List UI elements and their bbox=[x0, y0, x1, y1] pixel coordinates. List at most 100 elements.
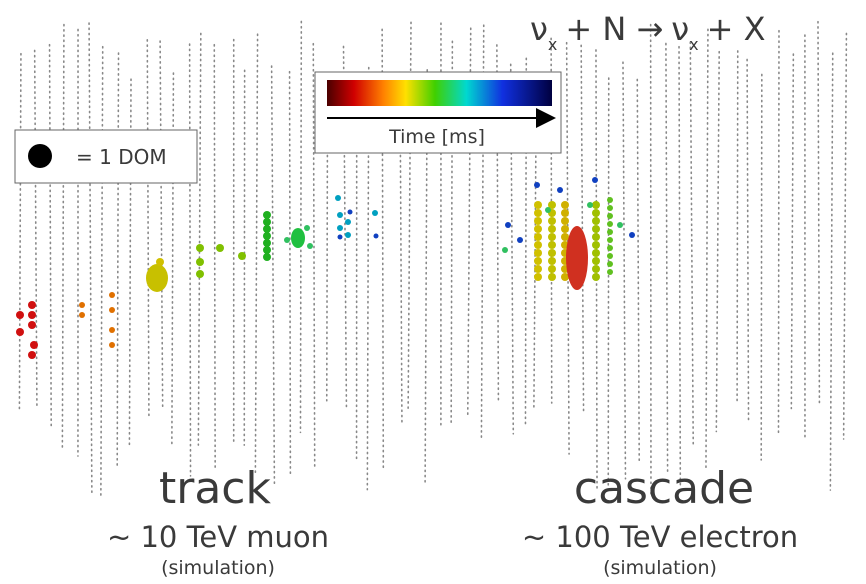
hit bbox=[534, 241, 542, 249]
hit bbox=[263, 218, 271, 226]
hit bbox=[534, 265, 542, 273]
hit bbox=[548, 257, 556, 265]
hit bbox=[607, 213, 613, 219]
hit bbox=[109, 292, 115, 298]
hit bbox=[156, 258, 164, 266]
hit bbox=[79, 302, 85, 308]
hit bbox=[28, 351, 36, 359]
string bbox=[190, 44, 191, 476]
string bbox=[19, 54, 21, 412]
hit bbox=[534, 257, 542, 265]
hit bbox=[374, 234, 379, 239]
string bbox=[623, 62, 625, 479]
hit bbox=[607, 261, 613, 267]
hit bbox=[607, 197, 613, 203]
cascade-title: cascade bbox=[574, 463, 754, 514]
string bbox=[716, 52, 719, 432]
hit bbox=[561, 225, 569, 233]
hit bbox=[337, 212, 343, 218]
string bbox=[679, 47, 680, 489]
hit bbox=[307, 243, 313, 249]
hit bbox=[28, 311, 36, 319]
string bbox=[737, 51, 738, 404]
hits bbox=[16, 177, 635, 359]
equation: νx+ N →νx+ X bbox=[530, 10, 766, 54]
hit bbox=[561, 233, 569, 241]
hit bbox=[607, 237, 613, 243]
hit bbox=[607, 229, 613, 235]
cascade-note: (simulation) bbox=[603, 557, 717, 579]
hit bbox=[196, 244, 204, 252]
string bbox=[761, 74, 762, 459]
string bbox=[830, 53, 832, 490]
string bbox=[272, 66, 275, 486]
string bbox=[62, 25, 64, 450]
string bbox=[666, 43, 668, 475]
hit bbox=[28, 301, 36, 309]
hit bbox=[196, 270, 204, 278]
string bbox=[214, 45, 215, 468]
hit bbox=[304, 225, 310, 231]
hit bbox=[196, 258, 204, 266]
hit bbox=[561, 209, 569, 217]
string bbox=[637, 79, 639, 463]
hit bbox=[517, 237, 523, 243]
string bbox=[101, 47, 103, 496]
equation-sub: x bbox=[689, 35, 698, 54]
hit bbox=[291, 228, 305, 248]
hit bbox=[592, 177, 598, 183]
hit bbox=[109, 327, 115, 333]
hit bbox=[263, 225, 271, 233]
hit bbox=[548, 225, 556, 233]
track-subtitle: ~ 10 TeV muon bbox=[107, 520, 329, 554]
hit bbox=[592, 201, 600, 209]
hit bbox=[109, 342, 115, 348]
string bbox=[608, 78, 609, 489]
hit bbox=[263, 253, 271, 261]
hit bbox=[263, 211, 271, 219]
hit bbox=[545, 207, 551, 213]
hit bbox=[534, 209, 542, 217]
hit bbox=[348, 210, 353, 215]
equation-mid: + N → bbox=[565, 10, 663, 48]
hit bbox=[16, 311, 24, 319]
hit bbox=[548, 241, 556, 249]
hit bbox=[534, 225, 542, 233]
hit bbox=[629, 232, 635, 238]
track-title: track bbox=[159, 463, 271, 514]
hit bbox=[534, 249, 542, 257]
equation-sub: x bbox=[548, 35, 557, 54]
string bbox=[255, 34, 257, 474]
hit bbox=[335, 195, 341, 201]
equation-nu: ν bbox=[671, 10, 689, 48]
hit bbox=[592, 225, 600, 233]
hit bbox=[216, 244, 224, 252]
hit bbox=[548, 273, 556, 281]
hit bbox=[607, 205, 613, 211]
hit bbox=[566, 226, 588, 290]
hit bbox=[592, 257, 600, 265]
hit bbox=[592, 249, 600, 257]
hit bbox=[557, 187, 563, 193]
string bbox=[198, 33, 200, 445]
hit bbox=[548, 265, 556, 273]
hit bbox=[534, 182, 540, 188]
hit bbox=[263, 246, 271, 254]
hit bbox=[607, 253, 613, 259]
hit bbox=[338, 235, 343, 240]
colorbar-label: Time [ms] bbox=[388, 126, 485, 148]
hit bbox=[607, 245, 613, 251]
hit bbox=[548, 233, 556, 241]
hit bbox=[534, 273, 542, 281]
hit bbox=[592, 241, 600, 249]
equation-end: + X bbox=[707, 10, 766, 48]
hit bbox=[561, 201, 569, 209]
hit bbox=[345, 219, 351, 225]
string bbox=[690, 42, 693, 447]
hit bbox=[109, 307, 115, 313]
hit bbox=[534, 201, 542, 209]
hit bbox=[30, 341, 38, 349]
hit bbox=[587, 202, 593, 208]
string bbox=[844, 33, 847, 439]
string bbox=[89, 23, 92, 494]
